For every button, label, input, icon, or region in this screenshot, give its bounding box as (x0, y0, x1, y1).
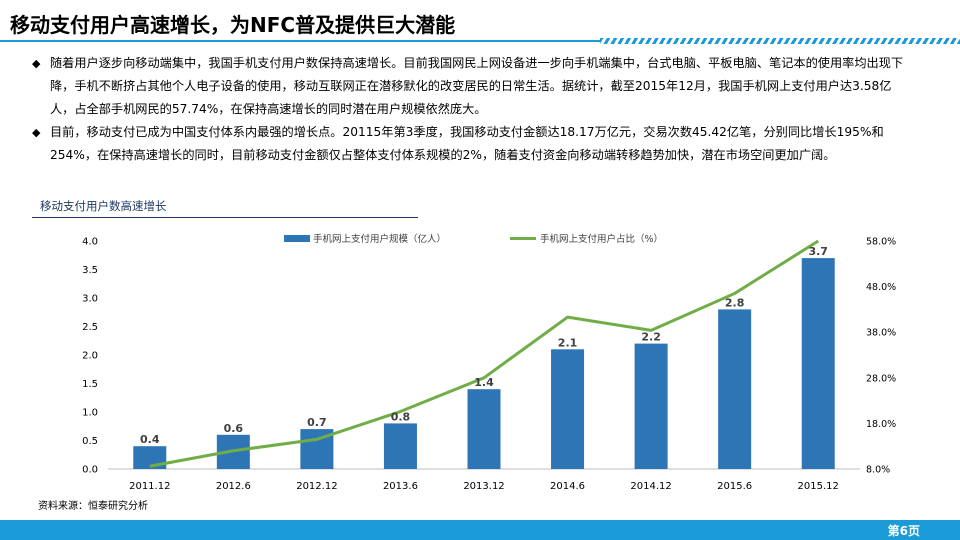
bar-data-label: 0.4 (140, 433, 160, 446)
bullet-text: 随着用户逐步向移动端集中，我国手机支付用户数保持高速增长。目前我国网民上网设备进… (50, 56, 904, 116)
bar-data-label: 3.7 (808, 245, 828, 258)
source-note: 资料来源：恒泰研究分析 (38, 501, 148, 512)
y-left-tick-label: 2.5 (82, 322, 98, 333)
chart-subtitle-underline (32, 217, 418, 218)
bar-data-label: 2.1 (558, 336, 578, 349)
bullet-list: ◆ 随着用户逐步向移动端集中，我国手机支付用户数保持高速增长。目前我国网民上网设… (32, 52, 912, 167)
bar-data-label: 0.8 (391, 410, 411, 423)
bar (551, 349, 585, 469)
y-right-tick-label: 38.0% (866, 328, 896, 339)
y-right-tick-label: 58.0% (866, 237, 896, 248)
bar (718, 309, 752, 469)
bar (634, 343, 668, 469)
x-tick-label: 2013.12 (463, 481, 504, 492)
chart-subtitle: 移动支付用户数高速增长 (40, 199, 167, 213)
y-left-tick-label: 3.5 (82, 265, 98, 276)
y-left-tick-label: 0.5 (82, 436, 98, 447)
bullet-item: ◆ 随着用户逐步向移动端集中，我国手机支付用户数保持高速增长。目前我国网民上网设… (32, 52, 912, 121)
page-title: 移动支付用户高速增长，为NFC普及提供巨大潜能 (10, 13, 456, 37)
y-right-tick-label: 8.0% (866, 465, 890, 476)
y-left-tick-label: 0.0 (82, 465, 98, 476)
line-series-share (149, 239, 820, 468)
diamond-bullet-icon: ◆ (32, 57, 41, 70)
legend-label-line: 手机网上支付用户占比（%） (540, 233, 663, 245)
y-left-tick-label: 4.0 (82, 237, 98, 248)
x-tick-label: 2014.6 (550, 481, 585, 492)
bar-data-label: 1.4 (474, 376, 494, 389)
x-tick-label: 2015.12 (798, 481, 839, 492)
title-underline (0, 38, 960, 44)
y-left-tick-label: 1.0 (82, 408, 98, 419)
y-left-tick-label: 2.0 (82, 351, 98, 362)
x-tick-label: 2013.6 (383, 481, 418, 492)
title-underline-line (0, 40, 600, 42)
bar-data-label: 2.2 (641, 331, 661, 344)
x-tick-label: 2015.6 (717, 481, 752, 492)
page-number: 第6页 (887, 524, 920, 538)
footer-bar (0, 520, 960, 540)
bullet-item: ◆ 目前，移动支付已成为中国支付体系内最强的增长点。20115年第3季度，我国移… (32, 121, 912, 167)
x-tick-label: 2011.12 (129, 481, 170, 492)
bar-data-label: 2.8 (725, 296, 745, 309)
diamond-bullet-icon: ◆ (32, 126, 41, 139)
bar (467, 389, 501, 469)
y-left-tick-label: 3.0 (82, 294, 98, 305)
bullet-text: 目前，移动支付已成为中国支付体系内最强的增长点。20115年第3季度，我国移动支… (50, 125, 884, 162)
y-right-tick-label: 18.0% (866, 419, 896, 430)
legend-swatch-bar (284, 235, 310, 242)
y-left-tick-label: 1.5 (82, 379, 98, 390)
x-tick-label: 2012.6 (216, 481, 251, 492)
y-right-tick-label: 28.0% (866, 373, 896, 384)
bar-data-label: 0.6 (224, 422, 244, 435)
y-right-tick-label: 48.0% (866, 282, 896, 293)
x-tick-label: 2014.12 (630, 481, 671, 492)
bar (383, 423, 417, 469)
bar-data-label: 0.7 (307, 416, 327, 429)
legend-label-bar: 手机网上支付用户规模（亿人） (313, 233, 446, 245)
title-underline-hatch (600, 38, 960, 44)
bar (801, 258, 835, 469)
x-tick-label: 2012.12 (296, 481, 337, 492)
